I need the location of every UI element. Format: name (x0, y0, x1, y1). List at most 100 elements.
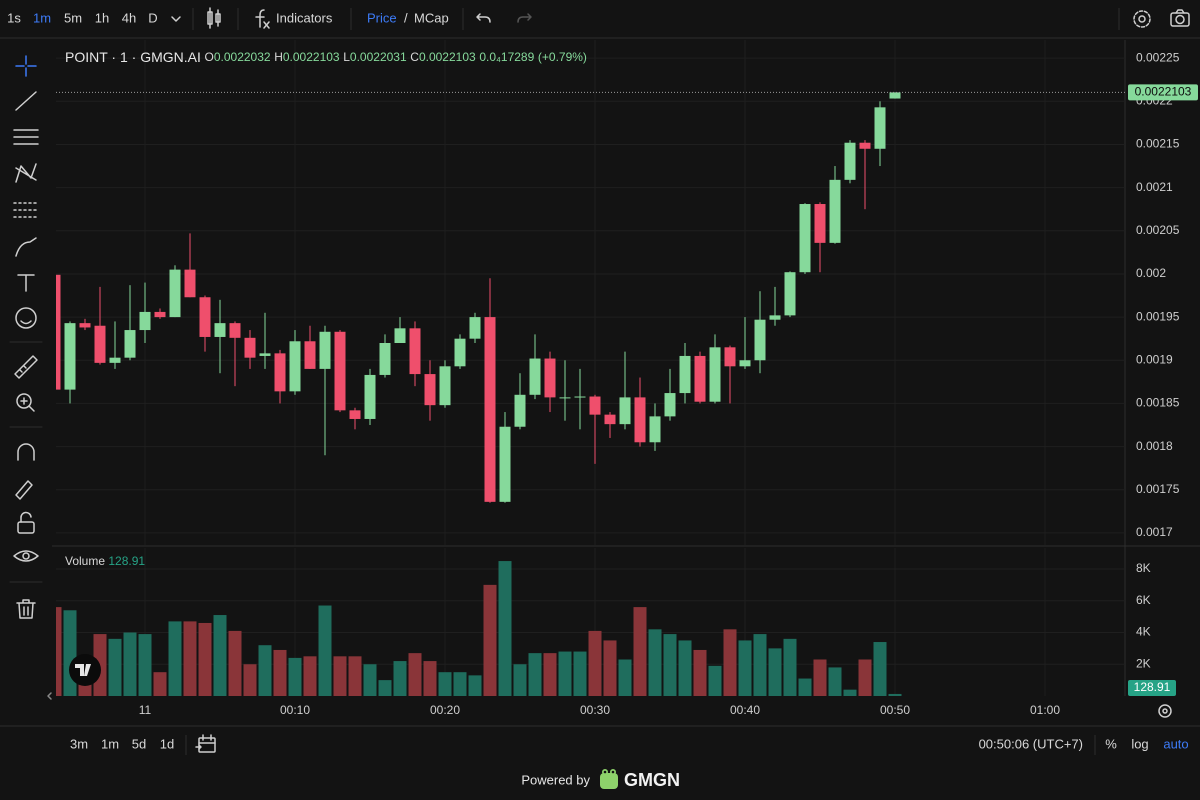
auto-toggle[interactable]: auto (1163, 736, 1188, 751)
visibility-tool[interactable] (13, 550, 39, 562)
candle-body (229, 323, 241, 338)
interval-button[interactable]: 1h (95, 10, 109, 25)
candle-body (544, 358, 556, 398)
candle-body (259, 353, 271, 356)
volume-bar (63, 610, 77, 696)
indicators-button[interactable]: Indicators (276, 10, 333, 25)
candle-body (289, 341, 301, 392)
volume-bar (228, 630, 242, 696)
axes: 0.0017 0.00175 0.0018 0.00185 0.0019 0.00195 0… (56, 50, 1198, 717)
chart-type-button[interactable] (207, 7, 221, 29)
projection-tool[interactable] (13, 202, 39, 218)
volume-bar (333, 656, 347, 696)
screenshot-button[interactable] (1170, 9, 1190, 27)
volume-bar (798, 678, 812, 696)
range-button[interactable]: 1d (160, 736, 174, 751)
y-tick-label: 0.00175 (1136, 482, 1180, 496)
price-legend: POINT · 1 · GMGN.AI O0.0022032 H0.002210… (65, 49, 587, 65)
magnet-tool[interactable] (17, 443, 35, 461)
fib-tool[interactable] (13, 129, 39, 145)
candle-body (634, 397, 646, 443)
volume-tick-label: 8K (1136, 561, 1151, 575)
candle-body (589, 396, 601, 415)
pattern-tool[interactable] (15, 163, 37, 183)
range-button[interactable]: 3m (70, 736, 88, 751)
volume-bar (843, 689, 857, 696)
ruler-tool[interactable] (14, 355, 38, 379)
redo-button (517, 13, 532, 23)
lock-tool[interactable] (17, 511, 35, 534)
candle-body (499, 426, 511, 502)
candle-body (799, 204, 811, 273)
candle-body (364, 374, 376, 419)
zoom-tool[interactable] (16, 393, 35, 412)
volume-bar (873, 642, 887, 696)
lock-drawing-tool[interactable] (15, 480, 33, 500)
tv-logo (69, 654, 101, 686)
candle-body (199, 297, 211, 337)
legend-value: 0.0022032 (214, 50, 271, 64)
interval-button[interactable]: 1m (33, 10, 51, 25)
volume-bar (168, 621, 182, 696)
interval-button[interactable]: D (148, 10, 157, 25)
volume-bar (498, 561, 512, 696)
interval-button[interactable]: 4h (122, 10, 136, 25)
candle-body (244, 337, 256, 358)
candle-body (829, 179, 841, 243)
goto-date-button[interactable] (195, 734, 216, 753)
indicators-icon[interactable] (255, 9, 270, 29)
candle-body (784, 272, 796, 316)
range-button[interactable]: 1m (101, 736, 119, 751)
volume-bar (153, 672, 167, 696)
y-tick-label: 0.00185 (1136, 396, 1180, 410)
axis-settings-button[interactable] (1158, 704, 1172, 718)
volume-bar (888, 693, 902, 696)
range-button[interactable]: 5d (132, 736, 146, 751)
volume-bar (753, 634, 767, 696)
trend-line-tool[interactable] (15, 91, 37, 111)
candle-body (514, 394, 526, 427)
candle-body (604, 414, 616, 425)
log-toggle[interactable]: log (1131, 736, 1148, 751)
volume-bar (663, 634, 677, 696)
last-price-label: 0.0022103 (1135, 85, 1192, 99)
candle-body (154, 311, 166, 318)
candle-body (844, 142, 856, 180)
interval-button[interactable]: 5m (64, 10, 82, 25)
undo-button[interactable] (476, 13, 491, 23)
emoji-tool[interactable] (15, 307, 37, 329)
text-tool[interactable] (17, 274, 35, 292)
volume-bar (783, 638, 797, 696)
candle-body (124, 330, 136, 358)
candle-body (559, 397, 571, 399)
x-tick-label: 00:20 (430, 703, 460, 717)
volume-bar (558, 651, 572, 696)
crosshair-tool[interactable] (15, 55, 37, 77)
last-price-badge (1128, 84, 1198, 101)
candle-body (709, 347, 721, 402)
x-tick-label: 00:50 (880, 703, 910, 717)
interval-button[interactable]: 1s (7, 10, 21, 25)
candle-body (739, 360, 751, 367)
candle-body (874, 107, 886, 149)
percent-toggle[interactable]: % (1105, 736, 1117, 751)
volume-tick-label: 4K (1136, 625, 1151, 639)
candle-body (94, 325, 106, 363)
price-toggle[interactable]: Price (367, 10, 397, 25)
volume-bar (513, 664, 527, 696)
scroll-left[interactable] (47, 692, 52, 700)
volume-bar (288, 657, 302, 696)
volume-bar (738, 640, 752, 696)
volume-value: 128.91 (108, 554, 145, 568)
brush-tool[interactable] (15, 237, 37, 257)
volume-tick-label: 6K (1136, 593, 1151, 607)
interval-dropdown[interactable] (171, 16, 181, 22)
legend-change-pct: (+0.79%) (538, 50, 587, 64)
x-tick-label: 00:10 (280, 703, 310, 717)
volume-bar (408, 653, 422, 696)
volume-bar (648, 629, 662, 696)
mcap-toggle[interactable]: MCap (414, 10, 449, 25)
settings-button[interactable] (1133, 10, 1151, 28)
delete-tool[interactable] (16, 599, 36, 619)
